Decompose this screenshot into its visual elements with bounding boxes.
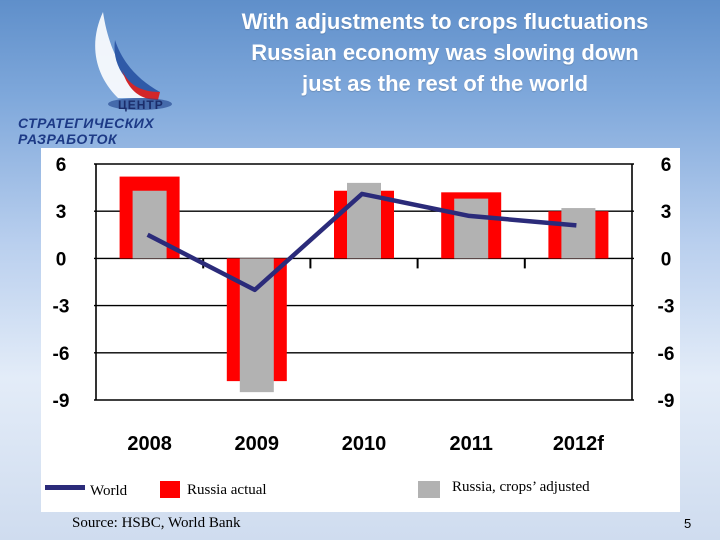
logo-text-line2: СТРАТЕГИЧЕСКИХ [18,115,155,131]
legend-russia-adjusted-swatch [418,481,440,498]
y-tick-label-left: 3 [56,202,67,223]
legend-russia-adjusted-label: Russia, crops’ adjusted [452,479,590,495]
y-tick-label-right: 3 [661,202,672,223]
logo-text-line3: РАЗРАБОТОК [18,131,118,147]
legend-russia-actual-swatch [160,481,180,498]
chart: 6 6 3 3 0 0 -3 -3 -6 -6 -9 -9 2008 2009 2010 2011 2012f [53,155,675,455]
bar-russia-adjusted [561,208,596,259]
slide-title: With adjustments to crops fluctuations R… [241,9,649,96]
legend-world-line [45,485,85,490]
legend-world-label: World [90,483,128,499]
legend-russia-actual-label: Russia actual [187,482,267,498]
y-tick-label-right: 6 [661,155,672,176]
chart-panel: 6 6 3 3 0 0 -3 -3 -6 -6 -9 -9 2008 2009 2010 2011 2012f … [41,148,680,531]
x-category-label: 2009 [235,433,280,455]
y-tick-label-right: -3 [658,297,675,318]
y-tick-label-left: 6 [56,155,67,176]
y-tick-label-left: -3 [53,297,70,318]
x-category-label: 2010 [342,433,387,455]
logo-sail-icon [95,12,172,110]
slide-number: 5 [684,516,692,531]
x-category-label: 2011 [450,433,493,455]
y-tick-label-right: 0 [661,249,672,270]
bar-russia-adjusted [454,198,489,259]
y-tick-label-right: -9 [658,391,675,412]
source-note: Source: HSBC, World Bank [72,515,241,531]
logo: ЦЕНТР СТРАТЕГИЧЕСКИХ РАЗРАБОТОК [0,0,190,150]
x-category-label: 2012f [553,433,604,455]
y-tick-label-left: -9 [53,391,70,412]
logo-text-line1: ЦЕНТР [118,98,164,112]
x-category-label: 2008 [127,433,172,455]
y-tick-label-left: 0 [56,249,67,270]
y-tick-label-left: -6 [53,344,70,365]
bar-russia-adjusted [132,190,167,259]
legend-world-swatch [45,485,85,490]
y-tick-label-right: -6 [658,344,675,365]
